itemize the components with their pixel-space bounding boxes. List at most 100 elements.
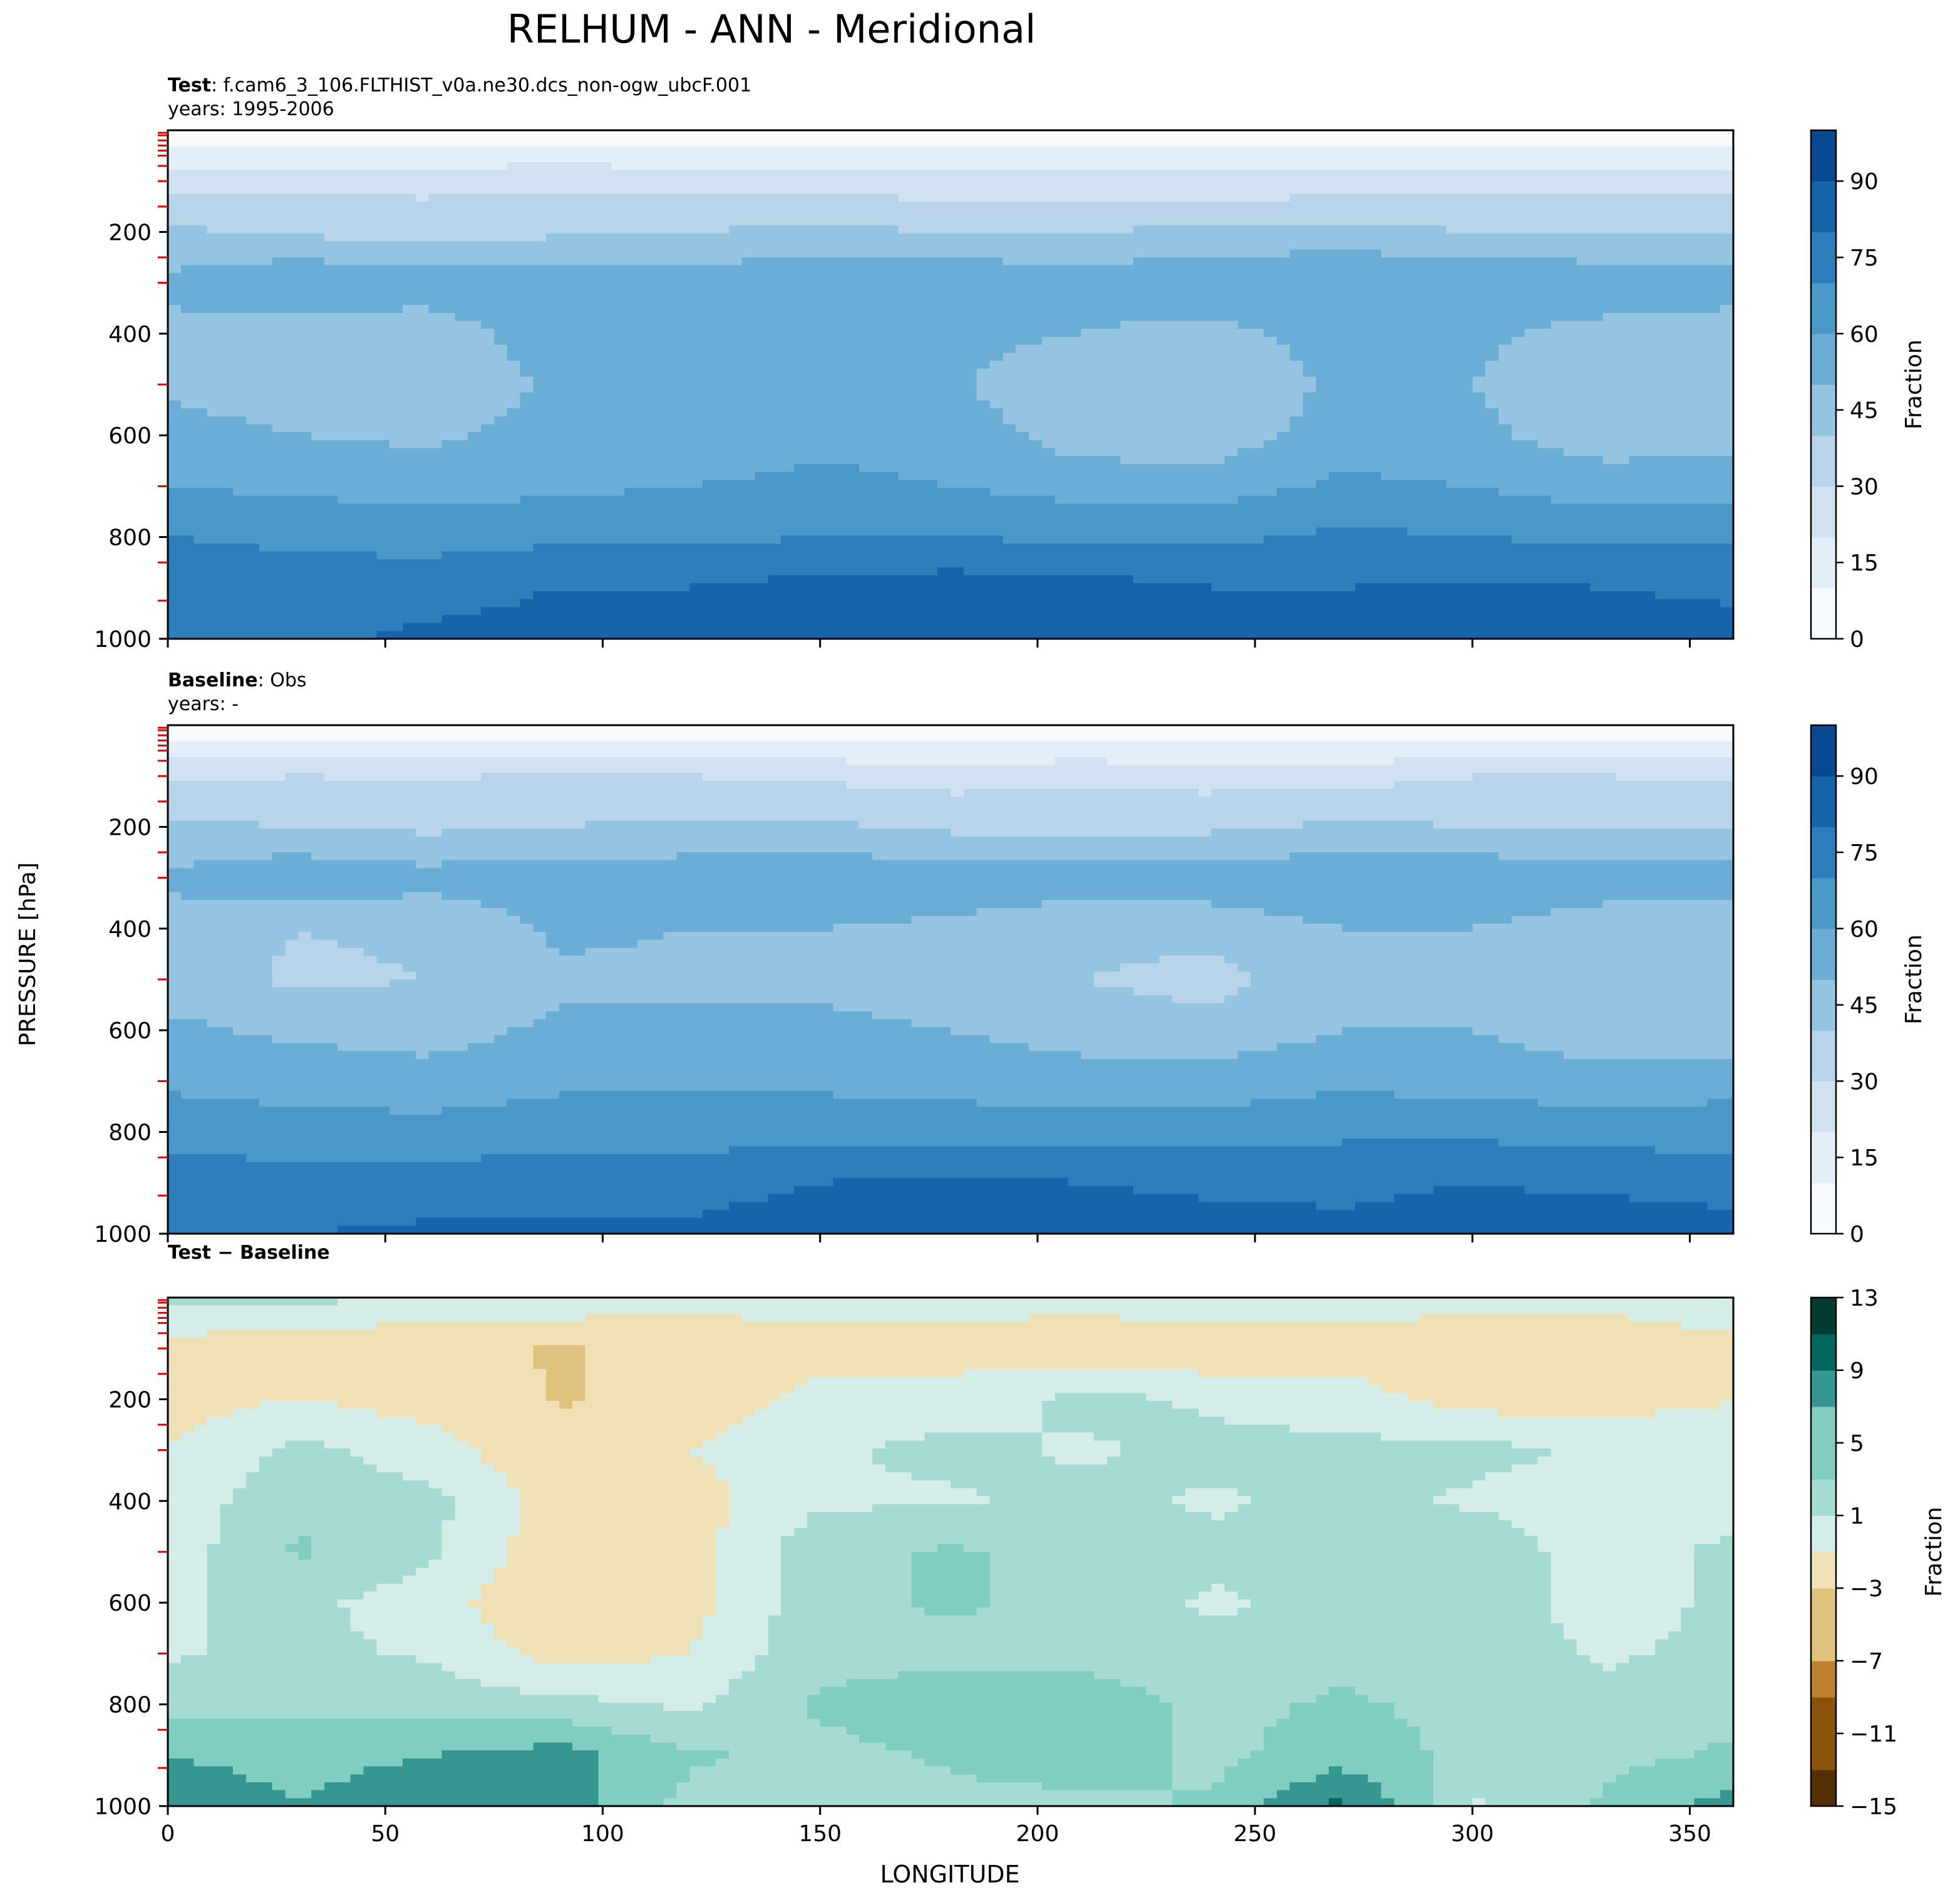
- heatmap-cell: [1485, 424, 1499, 433]
- heatmap-cell: [533, 170, 547, 178]
- heatmap-cell: [807, 146, 821, 155]
- heatmap-cell: [1524, 353, 1539, 361]
- heatmap-cell: [481, 130, 495, 139]
- heatmap-cell: [1016, 392, 1029, 401]
- heatmap-cell: [1485, 312, 1499, 322]
- heatmap-cell: [1655, 273, 1669, 282]
- heatmap-cell: [468, 185, 482, 195]
- heatmap-cell: [1655, 194, 1669, 202]
- heatmap-cell: [246, 400, 260, 409]
- heatmap-cell: [611, 440, 625, 449]
- heatmap-cell: [1081, 440, 1095, 449]
- heatmap-cell: [1107, 353, 1121, 361]
- heatmap-cell: [559, 146, 573, 155]
- heatmap-cell: [1655, 202, 1669, 210]
- heatmap-cell: [728, 432, 743, 441]
- heatmap-cell: [324, 440, 338, 449]
- heatmap-cell: [1237, 217, 1251, 226]
- heatmap-cell: [1720, 336, 1734, 346]
- heatmap-cell: [1459, 312, 1473, 322]
- heatmap-cell: [1642, 249, 1656, 258]
- heatmap-cell: [768, 225, 781, 234]
- heatmap-cell: [1329, 360, 1343, 369]
- heatmap-cell: [220, 241, 234, 250]
- heatmap-cell: [298, 408, 312, 417]
- heatmap-cell: [1511, 448, 1525, 457]
- heatmap-cell: [937, 424, 951, 433]
- heatmap-cell: [1524, 305, 1539, 314]
- heatmap-cell: [976, 162, 991, 171]
- heatmap-cell: [611, 336, 625, 346]
- heatmap-cell: [924, 392, 938, 401]
- heatmap-cell: [546, 305, 560, 314]
- heatmap-cell: [598, 432, 612, 441]
- heatmap-cell: [246, 312, 260, 322]
- heatmap-cell: [311, 233, 325, 242]
- heatmap-cell: [350, 257, 364, 266]
- heatmap-cell: [1120, 305, 1134, 314]
- heatmap-cell: [363, 424, 377, 433]
- heatmap-cell: [1629, 392, 1643, 401]
- heatmap-cell: [1003, 360, 1016, 369]
- heatmap-cell: [559, 448, 573, 457]
- heatmap-cell: [468, 265, 482, 274]
- heatmap-cell: [781, 344, 795, 353]
- heatmap-cell: [546, 130, 560, 139]
- heatmap-cell: [963, 225, 977, 234]
- heatmap-cell: [337, 336, 351, 346]
- heatmap-cell: [1485, 281, 1499, 290]
- heatmap-cell: [1041, 130, 1056, 139]
- heatmap-cell: [1276, 194, 1291, 202]
- heatmap-cell: [1668, 162, 1682, 171]
- heatmap-cell: [1433, 424, 1447, 433]
- heatmap-cell: [703, 154, 716, 163]
- heatmap-cell: [1498, 202, 1512, 210]
- heatmap-cell: [1342, 353, 1356, 361]
- heatmap-cell: [1211, 257, 1225, 266]
- heatmap-cell: [415, 400, 430, 409]
- heatmap-cell: [1577, 360, 1591, 369]
- heatmap-cell: [885, 265, 899, 274]
- heatmap-cell: [1524, 146, 1539, 155]
- heatmap-cell: [193, 400, 208, 409]
- heatmap-cell: [885, 233, 899, 242]
- heatmap-cell: [741, 312, 756, 322]
- heatmap-cell: [533, 138, 547, 147]
- heatmap-cell: [924, 408, 938, 417]
- heatmap-cell: [846, 138, 860, 147]
- heatmap-cell: [1237, 130, 1251, 139]
- heatmap-cell: [1107, 209, 1121, 219]
- heatmap-cell: [703, 376, 716, 385]
- heatmap-cell: [1329, 305, 1343, 314]
- heatmap-cell: [1472, 185, 1486, 195]
- heatmap-cell: [1655, 376, 1669, 385]
- heatmap-cell: [1107, 194, 1121, 202]
- heatmap-cell: [1354, 360, 1369, 369]
- heatmap-cell: [572, 400, 586, 409]
- heatmap-cell: [180, 376, 195, 385]
- heatmap-cell: [728, 344, 743, 353]
- heatmap-cell: [441, 368, 455, 377]
- heatmap-cell: [1172, 289, 1186, 298]
- heatmap-cell: [350, 289, 364, 298]
- heatmap-cell: [207, 336, 220, 346]
- heatmap-cell: [1498, 305, 1512, 314]
- heatmap-cell: [337, 273, 351, 282]
- heatmap-cell: [1224, 392, 1238, 401]
- heatmap-cell: [1655, 336, 1669, 346]
- heatmap-cell: [1459, 154, 1473, 163]
- heatmap-cell: [872, 249, 886, 258]
- heatmap-cell: [180, 321, 195, 329]
- heatmap-cell: [259, 130, 273, 139]
- heatmap-cell: [1616, 146, 1629, 155]
- heatmap-cell: [585, 336, 599, 346]
- heatmap-cell: [1642, 385, 1656, 393]
- heatmap-cell: [1537, 154, 1551, 163]
- panel-label-bold: Test: [168, 75, 211, 96]
- heatmap-cell: [493, 209, 508, 219]
- heatmap-cell: [1055, 225, 1069, 234]
- heatmap-cell: [1694, 281, 1708, 290]
- heatmap-cell: [1655, 329, 1669, 338]
- heatmap-cell: [1329, 416, 1343, 425]
- heatmap-cell: [1655, 360, 1669, 369]
